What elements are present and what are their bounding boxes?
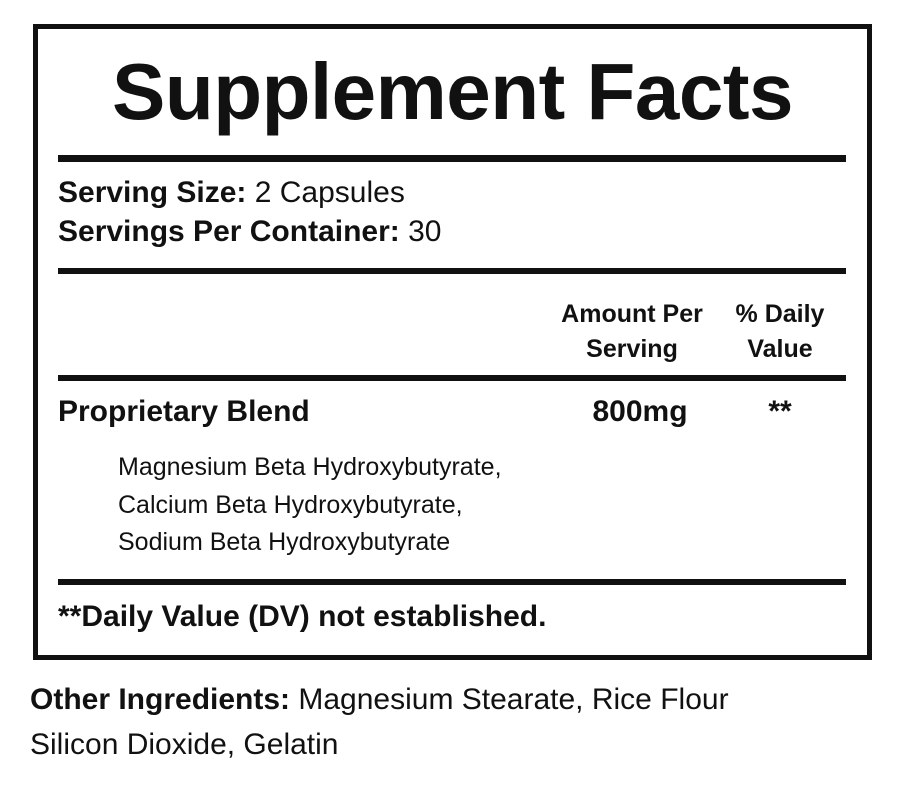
footnote: **Daily Value (DV) not established. xyxy=(58,600,547,633)
blend-name: Proprietary Blend xyxy=(58,395,310,428)
divider xyxy=(58,579,846,585)
column-header: Amount Per xyxy=(561,300,703,328)
ingredient: Magnesium Beta Hydroxybutyrate, xyxy=(118,453,502,481)
divider xyxy=(58,268,846,274)
value: 30 xyxy=(408,215,442,248)
label: Servings Per Container: xyxy=(58,215,400,248)
ingredient: Sodium Beta Hydroxybutyrate xyxy=(118,528,451,556)
facts-panel xyxy=(33,24,872,660)
column-header: Value xyxy=(747,335,813,363)
divider xyxy=(58,155,846,162)
serving-row: Serving Size: 2 Capsules xyxy=(58,178,405,208)
ingredient: Calcium Beta Hydroxybutyrate, xyxy=(118,491,463,519)
text: Magnesium Stearate, Rice Flour xyxy=(298,683,729,716)
title: Supplement Facts xyxy=(111,47,794,136)
other-ingredients: Other Ingredients: Magnesium Stearate, R… xyxy=(30,685,729,715)
label: Other Ingredients: xyxy=(30,683,291,716)
column-header: Serving xyxy=(586,335,678,363)
blend-daily: ** xyxy=(768,395,792,428)
divider xyxy=(58,375,846,381)
other-ingredients: Silicon Dioxide, Gelatin xyxy=(30,728,339,761)
column-header: % Daily xyxy=(735,300,825,328)
value: 2 Capsules xyxy=(254,176,405,209)
blend-amount: 800mg xyxy=(592,395,688,428)
serving-row: Servings Per Container: 30 xyxy=(58,217,441,247)
label: Serving Size: xyxy=(58,176,247,209)
